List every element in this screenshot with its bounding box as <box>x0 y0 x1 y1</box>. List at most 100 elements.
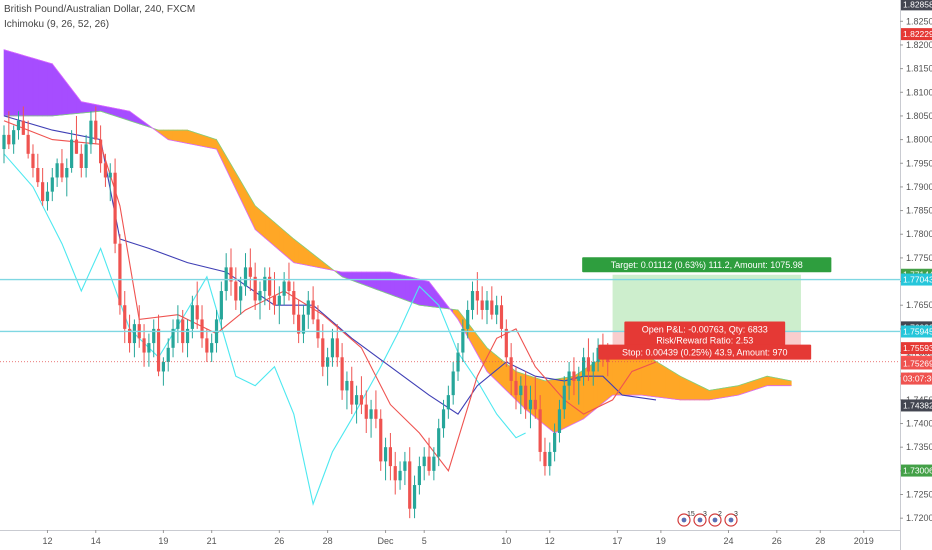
candle-bull[interactable] <box>557 409 562 433</box>
candle-bear[interactable] <box>335 338 339 358</box>
candle-bull[interactable] <box>470 291 475 310</box>
candle-bull[interactable] <box>161 362 165 372</box>
candle-bull[interactable] <box>282 281 286 296</box>
candle-bull[interactable] <box>398 470 402 481</box>
candle-bull[interactable] <box>2 134 6 150</box>
candle-bear[interactable] <box>99 139 103 164</box>
candle-bull[interactable] <box>446 395 450 410</box>
candle-bear[interactable] <box>316 319 320 339</box>
candle-bear[interactable] <box>572 371 576 381</box>
candle-bull[interactable] <box>239 286 243 301</box>
candle-bull[interactable] <box>596 347 600 363</box>
candle-bull[interactable] <box>330 338 335 358</box>
candle-bear[interactable] <box>127 328 132 344</box>
candle-bear[interactable] <box>123 305 127 329</box>
candle-bull[interactable] <box>456 352 460 372</box>
candle-bull[interactable] <box>55 163 59 178</box>
candle-bull[interactable] <box>591 362 595 372</box>
candle-bear[interactable] <box>509 357 513 381</box>
candle-bear[interactable] <box>31 153 35 168</box>
candle-bear[interactable] <box>524 385 528 410</box>
candle-bear[interactable] <box>103 163 108 178</box>
candle-bull[interactable] <box>171 328 175 348</box>
candle-bear[interactable] <box>427 456 431 471</box>
candle-bear[interactable] <box>113 172 117 244</box>
candle-bull[interactable] <box>16 120 21 131</box>
event-badges[interactable]: 15 3 2 3 <box>677 511 738 527</box>
candle-bear[interactable] <box>374 409 378 419</box>
candle-bull[interactable] <box>422 456 426 467</box>
candle-bear[interactable] <box>94 120 98 140</box>
candle-bear[interactable] <box>21 120 25 135</box>
candle-bull[interactable] <box>354 395 359 405</box>
candle-bull[interactable] <box>210 343 214 353</box>
candles[interactable] <box>2 106 610 519</box>
candle-bear[interactable] <box>586 357 591 372</box>
candle-bull[interactable] <box>190 305 194 329</box>
candle-bull[interactable] <box>306 300 310 315</box>
candle-bull[interactable] <box>577 376 581 381</box>
candle-bull[interactable] <box>412 485 417 509</box>
candle-bear[interactable] <box>248 267 252 277</box>
candle-bear[interactable] <box>268 276 272 296</box>
candle-bear[interactable] <box>234 281 238 301</box>
candle-bull[interactable] <box>548 451 552 467</box>
candle-bear[interactable] <box>41 182 45 202</box>
candle-bull[interactable] <box>84 144 88 168</box>
candle-bear[interactable] <box>205 338 209 353</box>
candle-bull[interactable] <box>89 120 93 145</box>
candle-bull[interactable] <box>166 347 170 363</box>
candle-bear[interactable] <box>350 380 354 405</box>
candle-bull[interactable] <box>12 130 16 145</box>
candle-bear[interactable] <box>538 409 542 452</box>
candle-bull[interactable] <box>345 380 349 391</box>
candle-bull[interactable] <box>441 409 446 429</box>
candle-bear[interactable] <box>253 276 257 301</box>
candle-bear[interactable] <box>200 319 204 339</box>
candle-bull[interactable] <box>258 291 262 301</box>
candle-bear[interactable] <box>272 295 277 306</box>
candle-bear[interactable] <box>7 134 11 145</box>
candle-bear[interactable] <box>499 305 504 329</box>
candle-bear[interactable] <box>490 300 494 315</box>
candle-bull[interactable] <box>70 139 74 168</box>
candle-bear[interactable] <box>287 281 291 292</box>
candle-bear[interactable] <box>142 338 146 353</box>
candle-bull[interactable] <box>108 172 112 178</box>
candle-bear[interactable] <box>311 300 315 320</box>
candle-bull[interactable] <box>152 328 156 344</box>
candle-bull[interactable] <box>495 305 499 315</box>
candle-bear[interactable] <box>388 447 392 467</box>
candle-bear[interactable] <box>359 395 364 405</box>
candle-bull[interactable] <box>582 357 586 377</box>
candle-bull[interactable] <box>65 167 69 178</box>
time-scale[interactable] <box>0 530 900 550</box>
candle-bull[interactable] <box>403 461 407 471</box>
candle-bull[interactable] <box>263 276 267 292</box>
candle-bear[interactable] <box>156 328 161 372</box>
candle-bull[interactable] <box>528 399 533 410</box>
candle-bull[interactable] <box>461 328 465 353</box>
candle-bull[interactable] <box>485 300 489 310</box>
candle-bull[interactable] <box>219 291 223 320</box>
candle-bull[interactable] <box>369 409 373 419</box>
candle-bear[interactable] <box>229 267 233 282</box>
candle-bear[interactable] <box>364 404 368 419</box>
candle-bull[interactable] <box>277 295 281 306</box>
candle-bull[interactable] <box>45 191 50 202</box>
candle-bear[interactable] <box>118 243 122 306</box>
candle-bear[interactable] <box>79 153 83 168</box>
candle-bear[interactable] <box>340 357 344 391</box>
candle-bull[interactable] <box>243 267 248 287</box>
candle-bear[interactable] <box>514 380 518 396</box>
candle-bull[interactable] <box>437 428 441 457</box>
candle-bear[interactable] <box>60 163 64 178</box>
candle-bull[interactable] <box>567 371 571 386</box>
candle-bear[interactable] <box>475 291 479 301</box>
candle-bull[interactable] <box>417 466 421 486</box>
candle-bull[interactable] <box>562 385 566 410</box>
candle-bull[interactable] <box>451 371 455 396</box>
candle-bull[interactable] <box>519 385 523 396</box>
candle-bear[interactable] <box>533 399 537 410</box>
